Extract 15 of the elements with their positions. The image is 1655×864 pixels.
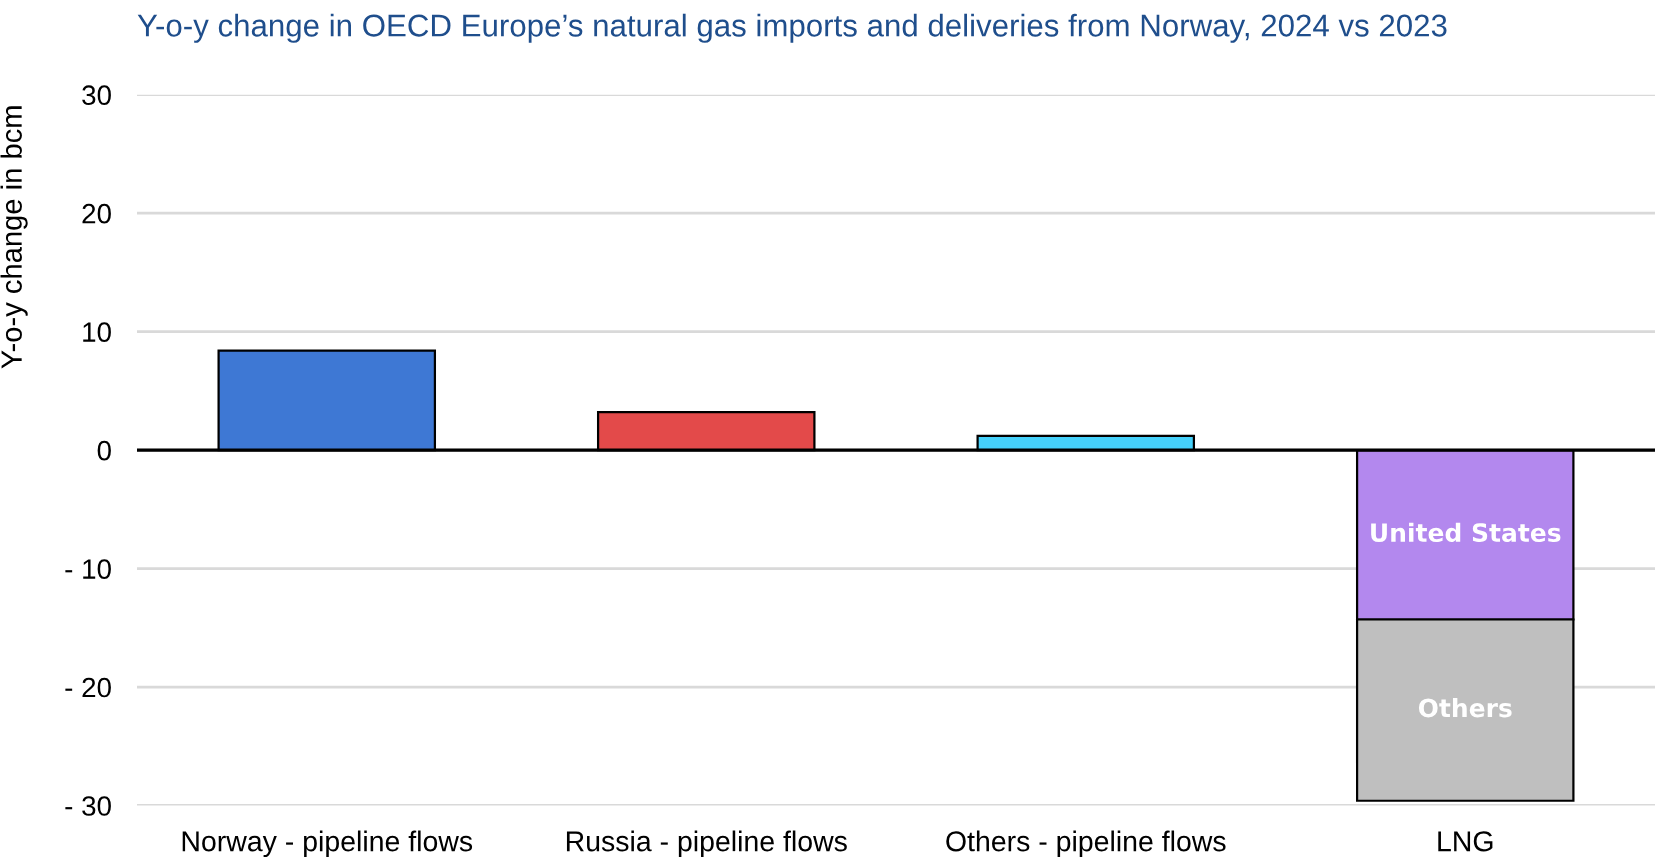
series-label: United States xyxy=(1371,522,1561,543)
y-tick-label: - 20 xyxy=(65,677,111,698)
y-tick-label: - 10 xyxy=(65,559,111,579)
y-tick-label: 20 xyxy=(82,203,111,224)
x-tick-label: LNG xyxy=(1438,831,1493,852)
chart-title: Y-o-y change in OECD Europe’s natural gas imports and deliveries from Norway, 2024 vs 2023 xyxy=(137,13,1447,43)
series-label: Others xyxy=(1418,698,1512,718)
x-tick-label: Others - pipeline flows xyxy=(946,830,1226,858)
y-tick-label: 0 xyxy=(97,440,111,461)
x-tick-label: Norway - pipeline flows xyxy=(182,830,473,858)
x-tick-label: Russia - pipeline flows xyxy=(566,830,847,858)
y-tick-label: - 30 xyxy=(65,796,111,816)
y-tick-label: 30 xyxy=(82,85,111,106)
y-axis-title: Y-o-y change in bcm xyxy=(0,106,28,369)
y-tick-label: 10 xyxy=(83,322,111,342)
